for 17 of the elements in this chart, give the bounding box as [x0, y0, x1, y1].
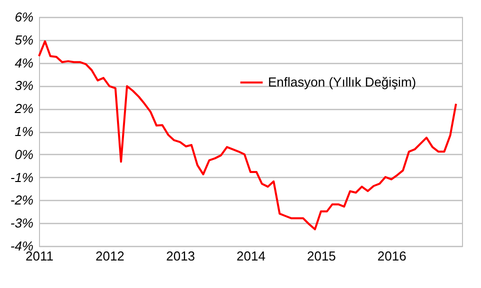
y-tick-label: 1%: [14, 124, 34, 139]
y-tick-label: -2%: [10, 192, 34, 208]
line-series: [38, 40, 458, 230]
x-tick-label: 2012: [95, 248, 124, 264]
x-tick-label: 2015: [306, 248, 336, 264]
y-tick-label: -3%: [10, 216, 34, 231]
y-tick-label: 3%: [14, 78, 34, 94]
x-tick-label: 2016: [377, 248, 406, 264]
y-tick-label: 2%: [14, 101, 34, 116]
y-tick-label: 4%: [14, 55, 34, 70]
legend-label: Enflasyon (Yıllık Değişim): [268, 74, 416, 90]
x-tick-label: 2013: [166, 248, 196, 264]
x-tick-label: 2014: [236, 248, 266, 264]
y-tick-label: -1%: [10, 170, 34, 185]
y-tick-label: 0%: [14, 146, 34, 162]
y-tick-label: 6%: [14, 10, 34, 24]
y-tick-label: 5%: [14, 32, 34, 48]
